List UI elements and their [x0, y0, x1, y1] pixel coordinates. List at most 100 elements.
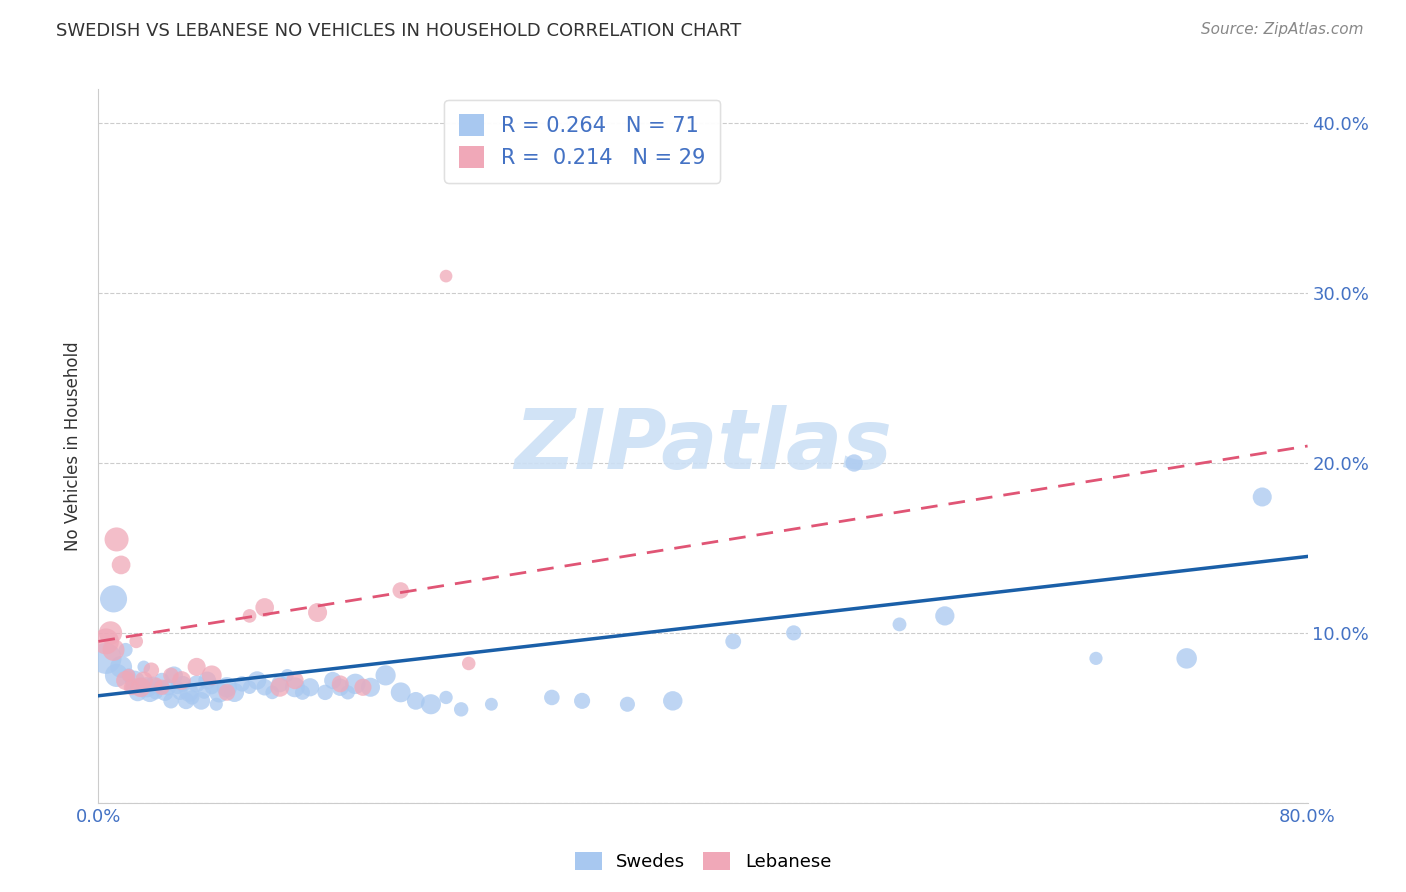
Y-axis label: No Vehicles in Household: No Vehicles in Household	[65, 341, 83, 551]
Point	[125, 634, 148, 648]
Point	[215, 680, 238, 694]
Point	[314, 685, 336, 699]
Point	[262, 685, 284, 699]
Point	[160, 694, 183, 708]
Point	[195, 673, 218, 688]
Point	[291, 685, 314, 699]
Point	[129, 680, 152, 694]
Point	[389, 685, 412, 699]
Point	[239, 680, 262, 694]
Point	[156, 680, 179, 694]
Point	[352, 680, 374, 694]
Text: SWEDISH VS LEBANESE NO VEHICLES IN HOUSEHOLD CORRELATION CHART: SWEDISH VS LEBANESE NO VEHICLES IN HOUSE…	[56, 22, 741, 40]
Point	[661, 694, 683, 708]
Point	[142, 677, 165, 691]
Point	[132, 673, 155, 688]
Point	[889, 617, 911, 632]
Point	[1175, 651, 1198, 665]
Point	[783, 626, 806, 640]
Text: ZIPatlas: ZIPatlas	[515, 406, 891, 486]
Point	[172, 677, 194, 691]
Point	[329, 680, 352, 694]
Point	[723, 634, 745, 648]
Point	[434, 690, 457, 705]
Point	[163, 668, 186, 682]
Point	[457, 657, 479, 671]
Legend: Swedes, Lebanese: Swedes, Lebanese	[568, 845, 838, 879]
Point	[141, 663, 163, 677]
Point	[181, 690, 204, 705]
Point	[208, 685, 231, 699]
Point	[139, 685, 162, 699]
Point	[239, 608, 262, 623]
Point	[186, 677, 208, 691]
Point	[110, 660, 132, 674]
Point	[420, 698, 443, 712]
Point	[132, 660, 155, 674]
Text: Source: ZipAtlas.com: Source: ZipAtlas.com	[1201, 22, 1364, 37]
Point	[224, 685, 246, 699]
Point	[322, 673, 344, 688]
Point	[269, 680, 291, 694]
Point	[153, 685, 176, 699]
Point	[253, 600, 276, 615]
Point	[1251, 490, 1274, 504]
Point	[174, 694, 197, 708]
Point	[94, 634, 117, 648]
Point	[118, 668, 141, 682]
Point	[160, 668, 183, 682]
Point	[114, 673, 136, 688]
Point	[148, 680, 170, 694]
Point	[201, 668, 224, 682]
Point	[844, 456, 866, 470]
Point	[329, 677, 352, 691]
Point	[169, 685, 191, 699]
Point	[201, 680, 224, 694]
Point	[129, 680, 152, 694]
Point	[193, 685, 215, 699]
Point	[166, 680, 188, 694]
Point	[105, 533, 128, 547]
Point	[540, 690, 562, 705]
Point	[231, 677, 253, 691]
Point	[94, 651, 117, 665]
Point	[360, 680, 382, 694]
Point	[450, 702, 472, 716]
Point	[135, 680, 157, 694]
Point	[105, 668, 128, 682]
Point	[481, 698, 503, 712]
Point	[307, 606, 329, 620]
Point	[336, 685, 359, 699]
Point	[170, 673, 193, 688]
Point	[276, 668, 298, 682]
Point	[284, 680, 307, 694]
Point	[150, 673, 173, 688]
Point	[215, 685, 238, 699]
Point	[145, 685, 167, 699]
Point	[121, 680, 143, 694]
Point	[127, 685, 149, 699]
Point	[145, 677, 167, 691]
Point	[186, 660, 208, 674]
Point	[389, 583, 412, 598]
Legend: R = 0.264   N = 71, R =  0.214   N = 29: R = 0.264 N = 71, R = 0.214 N = 29	[444, 100, 720, 183]
Point	[284, 673, 307, 688]
Point	[100, 626, 122, 640]
Point	[114, 643, 136, 657]
Point	[246, 673, 269, 688]
Point	[1085, 651, 1108, 665]
Point	[405, 694, 427, 708]
Point	[103, 643, 125, 657]
Point	[121, 680, 143, 694]
Point	[190, 694, 212, 708]
Point	[374, 668, 396, 682]
Point	[118, 668, 141, 682]
Point	[299, 680, 322, 694]
Point	[124, 673, 146, 688]
Point	[571, 694, 593, 708]
Point	[934, 608, 956, 623]
Point	[269, 677, 291, 691]
Point	[434, 269, 457, 284]
Point	[253, 680, 276, 694]
Point	[110, 558, 132, 572]
